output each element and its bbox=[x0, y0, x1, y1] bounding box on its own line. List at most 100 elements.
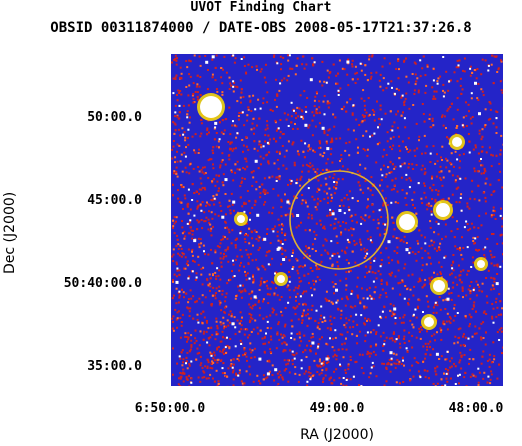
noise-pixel bbox=[278, 178, 281, 181]
star bbox=[331, 212, 335, 216]
noise-pixel bbox=[249, 316, 252, 319]
noise-pixel bbox=[218, 187, 220, 190]
noise-pixel bbox=[214, 213, 217, 216]
noise-pixel bbox=[440, 329, 443, 332]
noise-pixel bbox=[216, 327, 219, 330]
noise-pixel bbox=[242, 354, 245, 357]
noise-pixel bbox=[240, 101, 242, 104]
noise-pixel bbox=[428, 113, 431, 116]
noise-pixel bbox=[421, 257, 424, 259]
noise-pixel bbox=[403, 329, 406, 332]
noise-pixel bbox=[377, 218, 379, 221]
noise-pixel bbox=[269, 108, 272, 111]
noise-pixel bbox=[187, 94, 190, 97]
noise-pixel bbox=[376, 227, 379, 230]
noise-pixel bbox=[175, 220, 177, 223]
noise-pixel bbox=[481, 282, 484, 285]
noise-pixel bbox=[411, 323, 414, 326]
noise-pixel bbox=[287, 113, 290, 116]
noise-pixel bbox=[430, 126, 433, 129]
noise-pixel bbox=[421, 202, 424, 205]
noise-pixel bbox=[187, 301, 190, 304]
noise-pixel bbox=[492, 233, 495, 235]
noise-pixel bbox=[297, 115, 300, 118]
noise-pixel bbox=[280, 198, 283, 201]
noise-pixel bbox=[303, 372, 306, 375]
noise-pixel bbox=[466, 273, 469, 276]
noise-pixel bbox=[397, 110, 399, 113]
noise-pixel bbox=[221, 119, 224, 122]
star bbox=[448, 80, 451, 83]
noise-pixel bbox=[229, 278, 232, 281]
noise-pixel bbox=[385, 87, 388, 90]
noise-pixel bbox=[447, 369, 450, 372]
noise-pixel bbox=[364, 265, 367, 268]
noise-pixel bbox=[203, 172, 206, 175]
star bbox=[178, 355, 181, 358]
star bbox=[321, 126, 325, 130]
noise-pixel bbox=[322, 244, 325, 247]
noise-pixel bbox=[187, 212, 190, 215]
noise-pixel bbox=[303, 334, 306, 337]
noise-pixel bbox=[326, 192, 329, 195]
star bbox=[442, 56, 445, 58]
noise-pixel bbox=[251, 237, 254, 240]
noise-pixel bbox=[211, 76, 214, 79]
noise-pixel bbox=[210, 326, 213, 329]
noise-pixel bbox=[210, 199, 213, 201]
noise-pixel bbox=[175, 261, 178, 264]
noise-pixel bbox=[319, 219, 322, 222]
noise-pixel bbox=[180, 248, 183, 250]
noise-pixel bbox=[182, 104, 185, 107]
noise-pixel bbox=[279, 55, 282, 58]
noise-pixel bbox=[307, 216, 310, 219]
noise-pixel bbox=[232, 275, 235, 278]
noise-pixel bbox=[176, 99, 179, 102]
star bbox=[360, 222, 363, 225]
noise-pixel bbox=[333, 186, 335, 189]
star bbox=[290, 179, 293, 182]
noise-pixel bbox=[253, 229, 256, 232]
noise-pixel bbox=[496, 263, 499, 266]
noise-pixel bbox=[279, 130, 282, 133]
noise-pixel bbox=[347, 58, 350, 61]
noise-pixel bbox=[188, 350, 191, 353]
noise-pixel bbox=[396, 246, 399, 249]
noise-pixel bbox=[312, 63, 315, 66]
noise-pixel bbox=[393, 362, 396, 365]
noise-pixel bbox=[345, 288, 348, 291]
star bbox=[390, 201, 393, 204]
noise-pixel bbox=[444, 223, 447, 226]
noise-pixel bbox=[408, 107, 411, 110]
noise-pixel bbox=[254, 319, 257, 322]
noise-pixel bbox=[446, 109, 449, 112]
noise-pixel bbox=[191, 233, 194, 236]
noise-pixel bbox=[366, 350, 369, 353]
noise-pixel bbox=[320, 254, 323, 256]
noise-pixel bbox=[310, 376, 312, 379]
noise-pixel bbox=[460, 92, 463, 95]
noise-pixel bbox=[234, 246, 237, 249]
noise-pixel bbox=[456, 220, 458, 223]
noise-pixel bbox=[202, 166, 204, 169]
star bbox=[339, 363, 341, 366]
noise-pixel bbox=[232, 378, 235, 381]
noise-pixel bbox=[458, 361, 461, 364]
noise-pixel bbox=[313, 99, 316, 102]
noise-pixel bbox=[257, 268, 260, 271]
noise-pixel bbox=[434, 198, 437, 201]
noise-pixel bbox=[429, 340, 432, 343]
noise-pixel bbox=[222, 362, 225, 365]
noise-pixel bbox=[305, 356, 308, 358]
noise-pixel bbox=[451, 216, 454, 219]
noise-pixel bbox=[254, 303, 257, 306]
noise-pixel bbox=[500, 207, 502, 210]
noise-pixel bbox=[470, 122, 473, 125]
noise-pixel bbox=[340, 309, 343, 312]
noise-pixel bbox=[266, 280, 268, 282]
star bbox=[287, 125, 290, 127]
noise-pixel bbox=[257, 249, 260, 251]
noise-pixel bbox=[178, 296, 181, 299]
noise-pixel bbox=[247, 253, 250, 256]
noise-pixel bbox=[375, 161, 378, 164]
